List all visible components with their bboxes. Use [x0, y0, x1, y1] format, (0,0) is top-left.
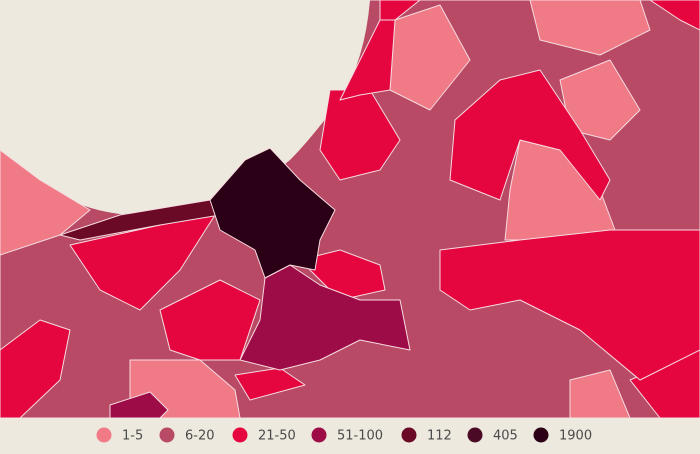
- region: [529, 0, 651, 56]
- legend-label: 51-100: [337, 429, 383, 444]
- legend-swatch: [311, 427, 327, 443]
- legend-label: 405: [493, 429, 518, 444]
- region: [0, 319, 71, 419]
- region: [239, 264, 411, 371]
- region: [234, 367, 306, 401]
- region: [439, 229, 700, 381]
- legend-swatch: [232, 427, 248, 443]
- legend-swatch: [96, 427, 112, 443]
- legend-label: 1-5: [122, 429, 143, 444]
- region: [649, 0, 700, 31]
- region: [0, 149, 91, 256]
- legend: 1-5 6-20 21-50 51-100 112 405 1900: [96, 427, 592, 444]
- legend-label: 1900: [559, 429, 592, 444]
- legend-swatch: [401, 427, 417, 443]
- legend-bar: [0, 418, 700, 454]
- regions: [0, 0, 700, 419]
- region: [449, 69, 611, 201]
- legend-swatch: [533, 427, 549, 443]
- legend-label: 21-50: [258, 429, 296, 444]
- region: [209, 147, 336, 279]
- legend-swatch: [467, 427, 483, 443]
- legend-label: 112: [427, 429, 452, 444]
- region: [339, 19, 396, 101]
- legend-label: 6-20: [185, 429, 215, 444]
- legend-swatch: [159, 427, 175, 443]
- region: [109, 391, 169, 419]
